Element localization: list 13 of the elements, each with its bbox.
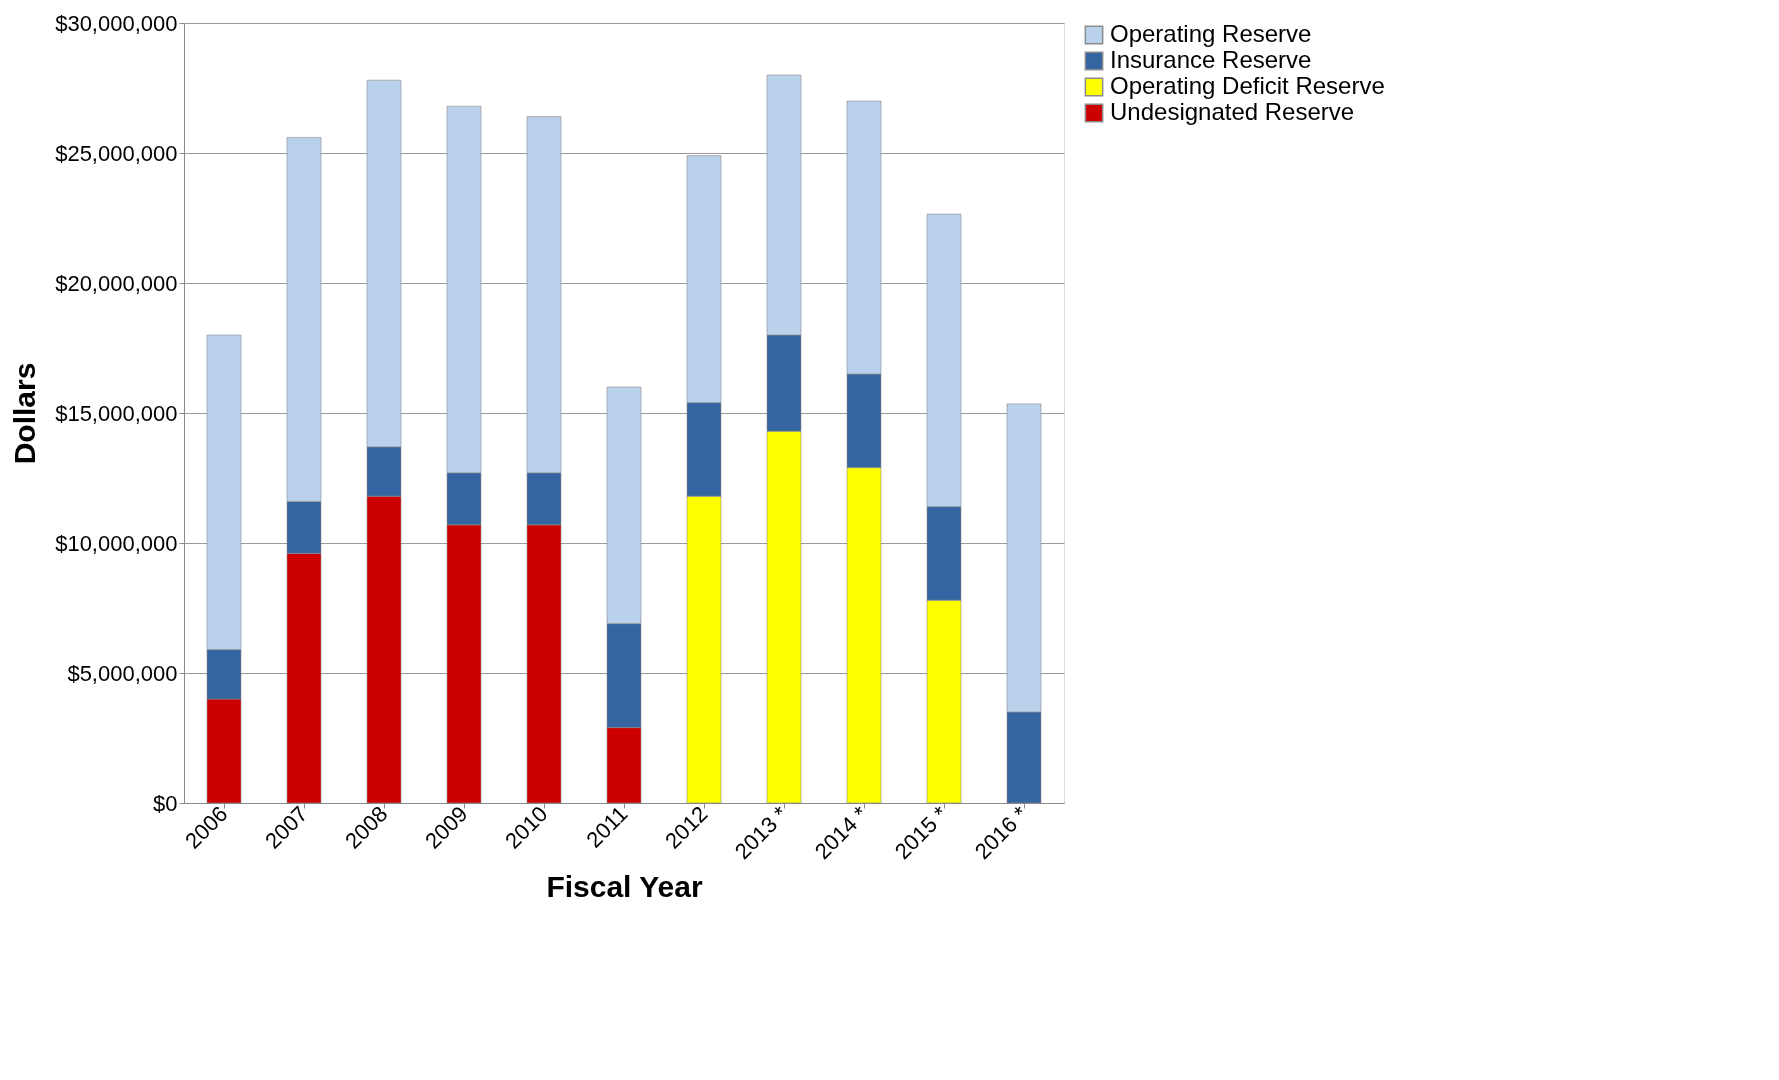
x-axis-title: Fiscal Year [546,870,703,904]
y-tick-label: $25,000,000 [55,140,178,166]
y-tick-label: $10,000,000 [55,530,178,556]
y-tick-label: $5,000,000 [67,660,178,686]
legend-label: Operating Deficit Reserve [1110,72,1385,99]
y-tick-label: $15,000,000 [55,400,178,426]
y-tick-label: $0 [153,790,178,816]
legend-label: Operating Reserve [1110,20,1312,47]
y-tick-label: $30,000,000 [55,10,178,36]
y-axis-title: Dollars [8,362,42,465]
legend-label: Undesignated Reserve [1110,98,1355,125]
y-tick-label: $20,000,000 [55,270,178,296]
legend-label: Insurance Reserve [1110,46,1312,73]
